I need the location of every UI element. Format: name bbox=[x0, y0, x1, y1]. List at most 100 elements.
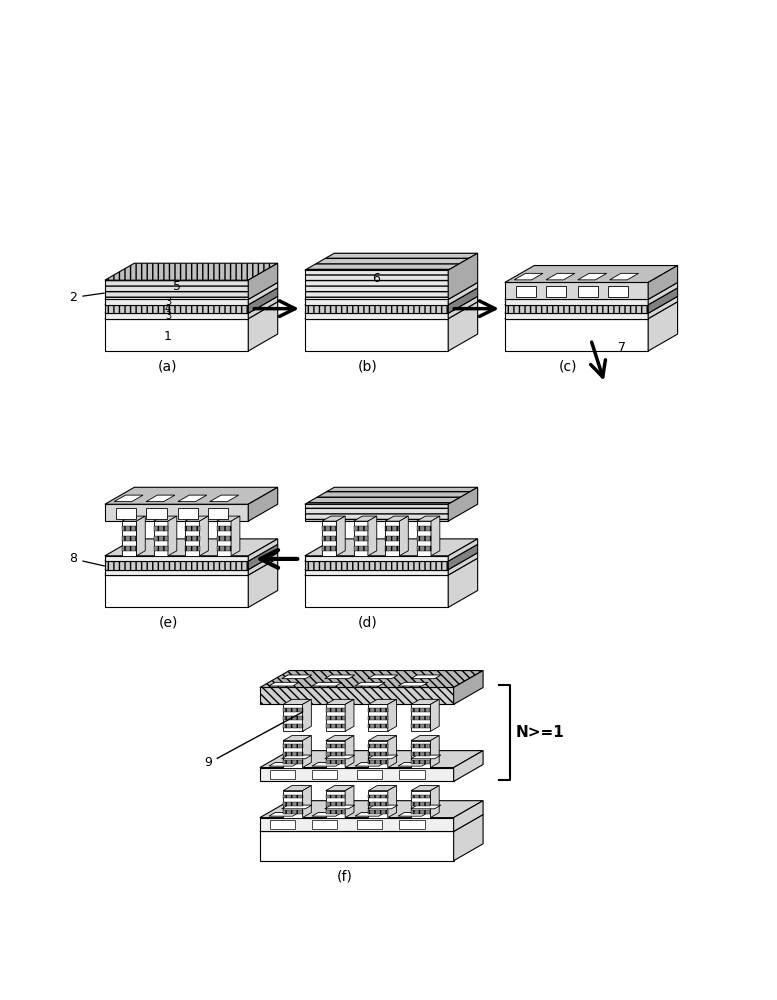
Polygon shape bbox=[154, 546, 168, 551]
Polygon shape bbox=[178, 508, 198, 519]
Polygon shape bbox=[105, 282, 277, 299]
Polygon shape bbox=[411, 791, 430, 818]
Polygon shape bbox=[305, 570, 448, 575]
Polygon shape bbox=[448, 282, 478, 305]
Text: 3: 3 bbox=[165, 297, 171, 307]
Polygon shape bbox=[105, 558, 277, 575]
Polygon shape bbox=[411, 802, 430, 806]
Polygon shape bbox=[398, 682, 428, 686]
Text: 9: 9 bbox=[204, 756, 213, 769]
Polygon shape bbox=[368, 716, 388, 720]
Polygon shape bbox=[416, 516, 440, 521]
Polygon shape bbox=[305, 539, 478, 556]
Polygon shape bbox=[326, 802, 345, 806]
Polygon shape bbox=[411, 736, 439, 741]
Polygon shape bbox=[260, 751, 483, 768]
Polygon shape bbox=[368, 724, 388, 728]
Text: 3: 3 bbox=[165, 311, 171, 321]
Polygon shape bbox=[260, 671, 483, 687]
Polygon shape bbox=[312, 812, 342, 816]
Polygon shape bbox=[282, 755, 312, 759]
Polygon shape bbox=[248, 288, 277, 313]
Polygon shape bbox=[326, 699, 354, 704]
Polygon shape bbox=[305, 487, 478, 504]
Polygon shape bbox=[260, 687, 454, 704]
Polygon shape bbox=[411, 810, 430, 814]
Polygon shape bbox=[411, 675, 441, 679]
Polygon shape bbox=[345, 736, 354, 768]
Text: (b): (b) bbox=[358, 359, 378, 373]
Polygon shape bbox=[326, 708, 345, 712]
Polygon shape bbox=[105, 313, 248, 319]
Polygon shape bbox=[260, 801, 483, 818]
Polygon shape bbox=[411, 805, 441, 809]
Polygon shape bbox=[385, 526, 399, 531]
Polygon shape bbox=[217, 526, 231, 531]
Polygon shape bbox=[270, 820, 294, 829]
Polygon shape bbox=[269, 812, 299, 816]
Polygon shape bbox=[388, 736, 396, 768]
Polygon shape bbox=[105, 553, 277, 570]
Polygon shape bbox=[325, 755, 355, 759]
Polygon shape bbox=[122, 521, 137, 556]
Polygon shape bbox=[505, 313, 648, 319]
Polygon shape bbox=[399, 516, 408, 556]
Polygon shape bbox=[122, 536, 137, 541]
Polygon shape bbox=[260, 831, 454, 861]
Polygon shape bbox=[305, 504, 448, 521]
Polygon shape bbox=[270, 770, 294, 779]
Polygon shape bbox=[399, 770, 424, 779]
Polygon shape bbox=[326, 752, 345, 756]
Polygon shape bbox=[505, 288, 678, 305]
Polygon shape bbox=[248, 487, 277, 521]
Polygon shape bbox=[448, 253, 478, 299]
Polygon shape bbox=[248, 263, 277, 299]
Polygon shape bbox=[305, 561, 448, 570]
Polygon shape bbox=[283, 795, 302, 798]
Polygon shape bbox=[385, 521, 399, 556]
Polygon shape bbox=[137, 516, 145, 556]
Polygon shape bbox=[454, 751, 483, 781]
Polygon shape bbox=[514, 273, 543, 280]
Polygon shape bbox=[154, 526, 168, 531]
Polygon shape bbox=[146, 508, 166, 519]
Polygon shape bbox=[354, 536, 368, 541]
Polygon shape bbox=[322, 546, 336, 551]
Polygon shape bbox=[248, 539, 277, 561]
Polygon shape bbox=[248, 544, 277, 570]
Polygon shape bbox=[411, 744, 430, 748]
Polygon shape bbox=[105, 302, 277, 319]
Polygon shape bbox=[283, 786, 312, 791]
Polygon shape bbox=[448, 302, 478, 351]
Polygon shape bbox=[648, 302, 678, 351]
Text: (d): (d) bbox=[358, 616, 378, 630]
Polygon shape bbox=[283, 760, 302, 764]
Polygon shape bbox=[185, 536, 200, 541]
Polygon shape bbox=[608, 286, 628, 297]
Polygon shape bbox=[231, 516, 240, 556]
Polygon shape bbox=[185, 546, 200, 551]
Polygon shape bbox=[105, 561, 248, 570]
Polygon shape bbox=[283, 752, 302, 756]
Polygon shape bbox=[411, 716, 430, 720]
Polygon shape bbox=[578, 273, 607, 280]
Polygon shape bbox=[448, 288, 478, 313]
Polygon shape bbox=[505, 302, 678, 319]
Polygon shape bbox=[154, 521, 168, 556]
Polygon shape bbox=[368, 708, 388, 712]
Polygon shape bbox=[178, 495, 207, 502]
Polygon shape bbox=[448, 558, 478, 607]
Text: 2: 2 bbox=[69, 291, 77, 304]
Polygon shape bbox=[368, 675, 398, 679]
Polygon shape bbox=[505, 305, 648, 313]
Polygon shape bbox=[345, 786, 354, 818]
Polygon shape bbox=[312, 820, 337, 829]
Polygon shape bbox=[411, 752, 430, 756]
Polygon shape bbox=[398, 762, 428, 766]
Polygon shape bbox=[105, 487, 277, 504]
Polygon shape bbox=[122, 546, 137, 551]
Polygon shape bbox=[105, 299, 248, 305]
Polygon shape bbox=[355, 812, 385, 816]
Polygon shape bbox=[385, 536, 399, 541]
Polygon shape bbox=[248, 558, 277, 607]
